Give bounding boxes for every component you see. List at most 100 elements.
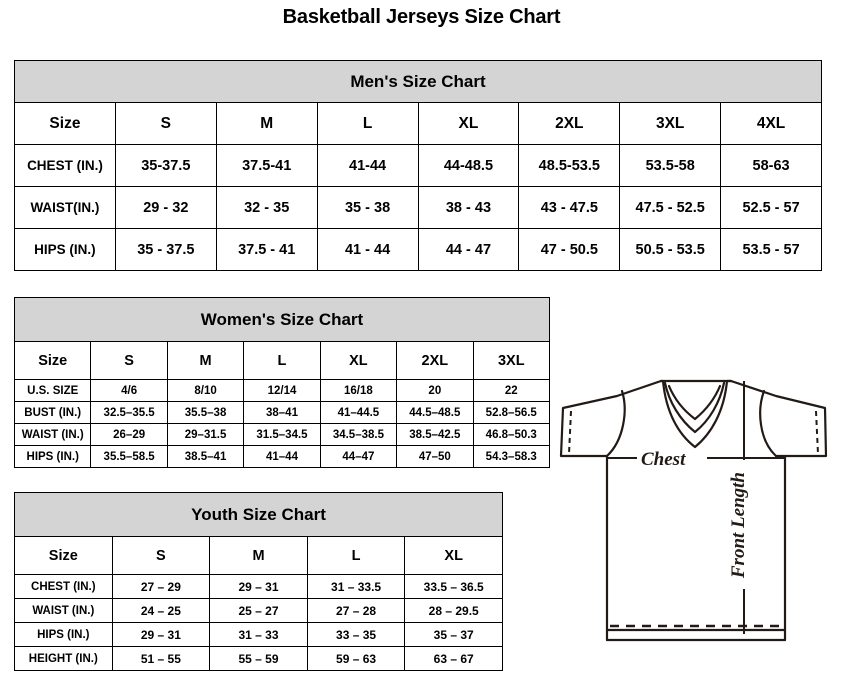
table-cell: 63 – 67 <box>404 646 503 671</box>
table-cell: 25 – 27 <box>209 598 308 623</box>
table-cell: 53.5-58 <box>619 144 722 187</box>
table-cell: 31 – 33 <box>209 622 308 647</box>
table-cell: 37.5 - 41 <box>215 228 318 271</box>
womens-row-label-us-size: U.S. SIZE <box>13 379 92 402</box>
table-cell: 58-63 <box>720 144 822 187</box>
table-cell: 33.5 – 36.5 <box>404 574 503 599</box>
youth-row-label-chest: CHEST (IN.) <box>14 574 113 599</box>
table-cell: 47 - 50.5 <box>518 228 621 271</box>
womens-caption-row: Women's Size Chart <box>14 297 550 342</box>
table-cell: 29 – 31 <box>111 622 211 647</box>
womens-col-size: Size <box>13 341 92 380</box>
table-cell: 34.5–38.5 <box>319 423 398 446</box>
table-cell: 24 – 25 <box>111 598 211 623</box>
table-cell: 33 – 35 <box>306 622 406 647</box>
youth-size-chart-table: Youth Size Chart Size S M L XL CHEST (IN… <box>14 492 503 671</box>
youth-col-size: Size <box>14 536 113 575</box>
table-cell: 52.8–56.5 <box>472 401 551 424</box>
table-cell: 44–47 <box>319 445 398 468</box>
table-cell: 41–44 <box>243 445 321 468</box>
mens-col-2xl: 2XL <box>518 102 621 145</box>
youth-chart-caption: Youth Size Chart <box>14 492 503 537</box>
table-cell: 16/18 <box>319 379 398 402</box>
table-cell: 51 – 55 <box>111 646 211 671</box>
table-cell: 44.5–48.5 <box>396 401 474 424</box>
table-cell: 29 - 32 <box>114 186 217 229</box>
youth-col-m: M <box>209 536 308 575</box>
womens-row-label-hips: HIPS (IN.) <box>13 445 92 468</box>
table-cell: 48.5-53.5 <box>518 144 621 187</box>
womens-col-2xl: 2XL <box>396 341 474 380</box>
table-cell: 27 – 28 <box>306 598 406 623</box>
table-cell: 38–41 <box>243 401 321 424</box>
neckline-outer <box>659 379 733 449</box>
table-cell: 38.5–41 <box>166 445 245 468</box>
table-cell: 44-48.5 <box>417 144 520 187</box>
youth-col-l: L <box>306 536 406 575</box>
youth-row-label-height: HEIGHT (IN.) <box>14 646 113 671</box>
sleeve-cuff-dashes <box>568 410 819 455</box>
table-row: HIPS (IN.) 35 - 37.5 37.5 - 41 41 - 44 4… <box>14 228 822 271</box>
youth-row-label-hips: HIPS (IN.) <box>14 622 113 647</box>
womens-row-label-bust: BUST (IN.) <box>13 401 92 424</box>
mens-col-size: Size <box>14 102 116 145</box>
table-cell: 44 - 47 <box>417 228 520 271</box>
left-armhole-seam <box>605 389 626 458</box>
youth-row-label-waist: WAIST (IN.) <box>14 598 113 623</box>
right-cuff-dash <box>815 410 819 455</box>
mens-header-row: Size S M L XL 2XL 3XL 4XL <box>14 102 822 145</box>
womens-col-l: L <box>243 341 321 380</box>
youth-col-s: S <box>111 536 211 575</box>
page-title: Basketball Jerseys Size Chart <box>282 6 561 28</box>
table-row: CHEST (IN.) 35-37.5 37.5-41 41-44 44-48.… <box>14 144 822 187</box>
table-cell: 35-37.5 <box>114 144 217 187</box>
table-cell: 41-44 <box>316 144 419 187</box>
mens-size-chart-table: Men's Size Chart Size S M L XL 2XL 3XL 4… <box>14 60 822 271</box>
table-cell: 20 <box>396 379 474 402</box>
jersey-svg: Chest Front Length <box>559 379 828 642</box>
table-cell: 37.5-41 <box>215 144 318 187</box>
table-cell: 47.5 - 52.5 <box>619 186 722 229</box>
table-row: HIPS (IN.) 35.5–58.5 38.5–41 41–44 44–47… <box>13 445 551 468</box>
mens-chart-caption: Men's Size Chart <box>14 60 822 103</box>
table-cell: 35 - 37.5 <box>114 228 217 271</box>
table-cell: 8/10 <box>166 379 245 402</box>
table-cell: 38 - 43 <box>417 186 520 229</box>
table-cell: 54.3–58.3 <box>472 445 551 468</box>
table-row: HIPS (IN.) 29 – 31 31 – 33 33 – 35 35 – … <box>14 622 503 647</box>
table-row: WAIST (IN.) 26–29 29–31.5 31.5–34.5 34.5… <box>13 423 551 446</box>
table-cell: 28 – 29.5 <box>404 598 503 623</box>
womens-table-body: Women's Size Chart Size S M L XL 2XL 3XL… <box>13 297 551 468</box>
table-row: HEIGHT (IN.) 51 – 55 55 – 59 59 – 63 63 … <box>14 646 503 671</box>
youth-header-row: Size S M L XL <box>14 536 503 575</box>
table-row: CHEST (IN.) 27 – 29 29 – 31 31 – 33.5 33… <box>14 574 503 599</box>
table-cell: 59 – 63 <box>306 646 406 671</box>
table-cell: 35 - 38 <box>316 186 419 229</box>
left-sleeve-outline <box>559 379 663 458</box>
womens-header-row: Size S M L XL 2XL 3XL <box>13 341 551 380</box>
table-cell: 31.5–34.5 <box>243 423 321 446</box>
womens-chart-caption: Women's Size Chart <box>14 297 550 342</box>
womens-col-xl: XL <box>319 341 398 380</box>
table-cell: 55 – 59 <box>209 646 308 671</box>
mens-caption-row: Men's Size Chart <box>14 60 822 103</box>
table-cell: 41–44.5 <box>319 401 398 424</box>
mens-col-4xl: 4XL <box>720 102 822 145</box>
jersey-measurement-diagram: Chest Front Length <box>528 352 843 679</box>
table-cell: 41 - 44 <box>316 228 419 271</box>
table-cell: 26–29 <box>90 423 168 446</box>
womens-col-s: S <box>90 341 168 380</box>
youth-col-xl: XL <box>404 536 503 575</box>
right-sleeve-outline <box>729 379 828 458</box>
table-row: WAIST(IN.) 29 - 32 32 - 35 35 - 38 38 - … <box>14 186 822 229</box>
neckline-inner-2 <box>667 384 722 421</box>
table-cell: 43 - 47.5 <box>518 186 621 229</box>
womens-size-chart-table: Women's Size Chart Size S M L XL 2XL 3XL… <box>13 297 551 468</box>
chest-label: Chest <box>641 449 686 470</box>
table-cell: 38.5–42.5 <box>396 423 474 446</box>
mens-row-label-chest: CHEST (IN.) <box>14 144 116 187</box>
table-cell: 53.5 - 57 <box>720 228 822 271</box>
table-cell: 35 – 37 <box>404 622 503 647</box>
table-cell: 47–50 <box>396 445 474 468</box>
